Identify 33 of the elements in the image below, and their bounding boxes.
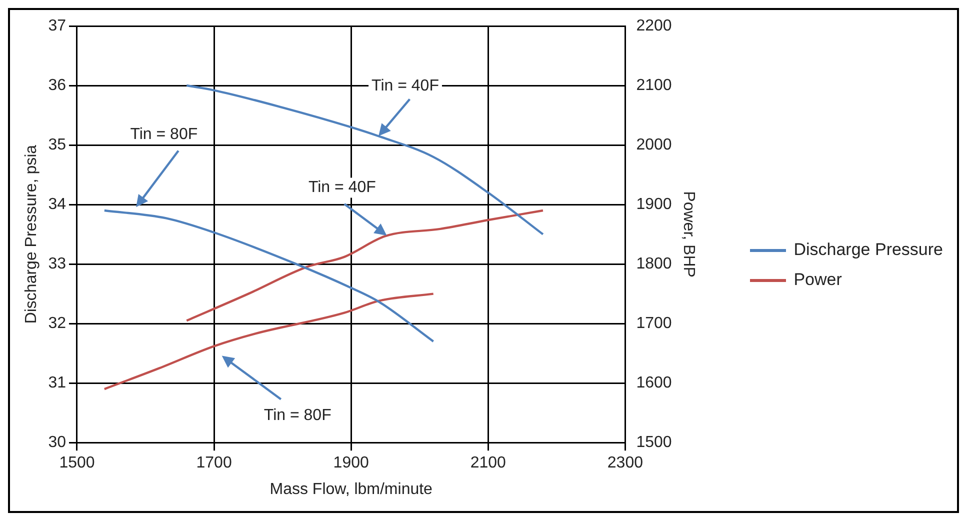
y-tick-label: 37: [48, 17, 66, 34]
x-tick-label: 1500: [59, 454, 95, 472]
y2-tick-label: 1800: [636, 255, 672, 272]
y2-tick-label: 1500: [636, 434, 672, 452]
annotation: Tin = 40F: [308, 179, 376, 196]
legend-label: Discharge Pressure: [794, 239, 943, 261]
x-tick-label: 2300: [607, 454, 644, 472]
y2-tick-label: 2200: [636, 17, 672, 34]
y-tick-label: 32: [48, 314, 66, 332]
y-tick-label: 36: [48, 76, 66, 94]
y2-tick-label: 2100: [636, 76, 672, 94]
line-series: [103, 292, 434, 390]
x-axis-title: Mass Flow, lbm/minute: [270, 480, 433, 498]
y-tick-label: 35: [48, 136, 66, 154]
x-tick-label: 2100: [470, 454, 506, 472]
y-tick-label: 33: [48, 255, 66, 272]
y2-tick-label: 2000: [636, 136, 672, 154]
y-tick-label: 34: [48, 196, 66, 213]
y2-tick-label: 1600: [636, 374, 672, 392]
y2-tick-label: 1900: [636, 196, 672, 213]
annotation: Tin = 80F: [264, 406, 332, 424]
line-series: [186, 209, 544, 322]
y2-axis-title: Power, BHP: [680, 191, 697, 278]
annotation: Tin = 80F: [130, 126, 198, 143]
legend-label: Power: [794, 269, 842, 291]
y-tick-label: 31: [48, 374, 66, 392]
y-tick-label: 30: [48, 434, 66, 452]
annotation: Tin = 40F: [372, 78, 440, 95]
line-series: [103, 209, 434, 343]
y-axis-title: Discharge Pressure, psia: [23, 144, 40, 324]
y2-tick-label: 1700: [636, 314, 672, 332]
x-tick-label: 1900: [333, 454, 369, 472]
x-tick-label: 1700: [196, 454, 232, 472]
